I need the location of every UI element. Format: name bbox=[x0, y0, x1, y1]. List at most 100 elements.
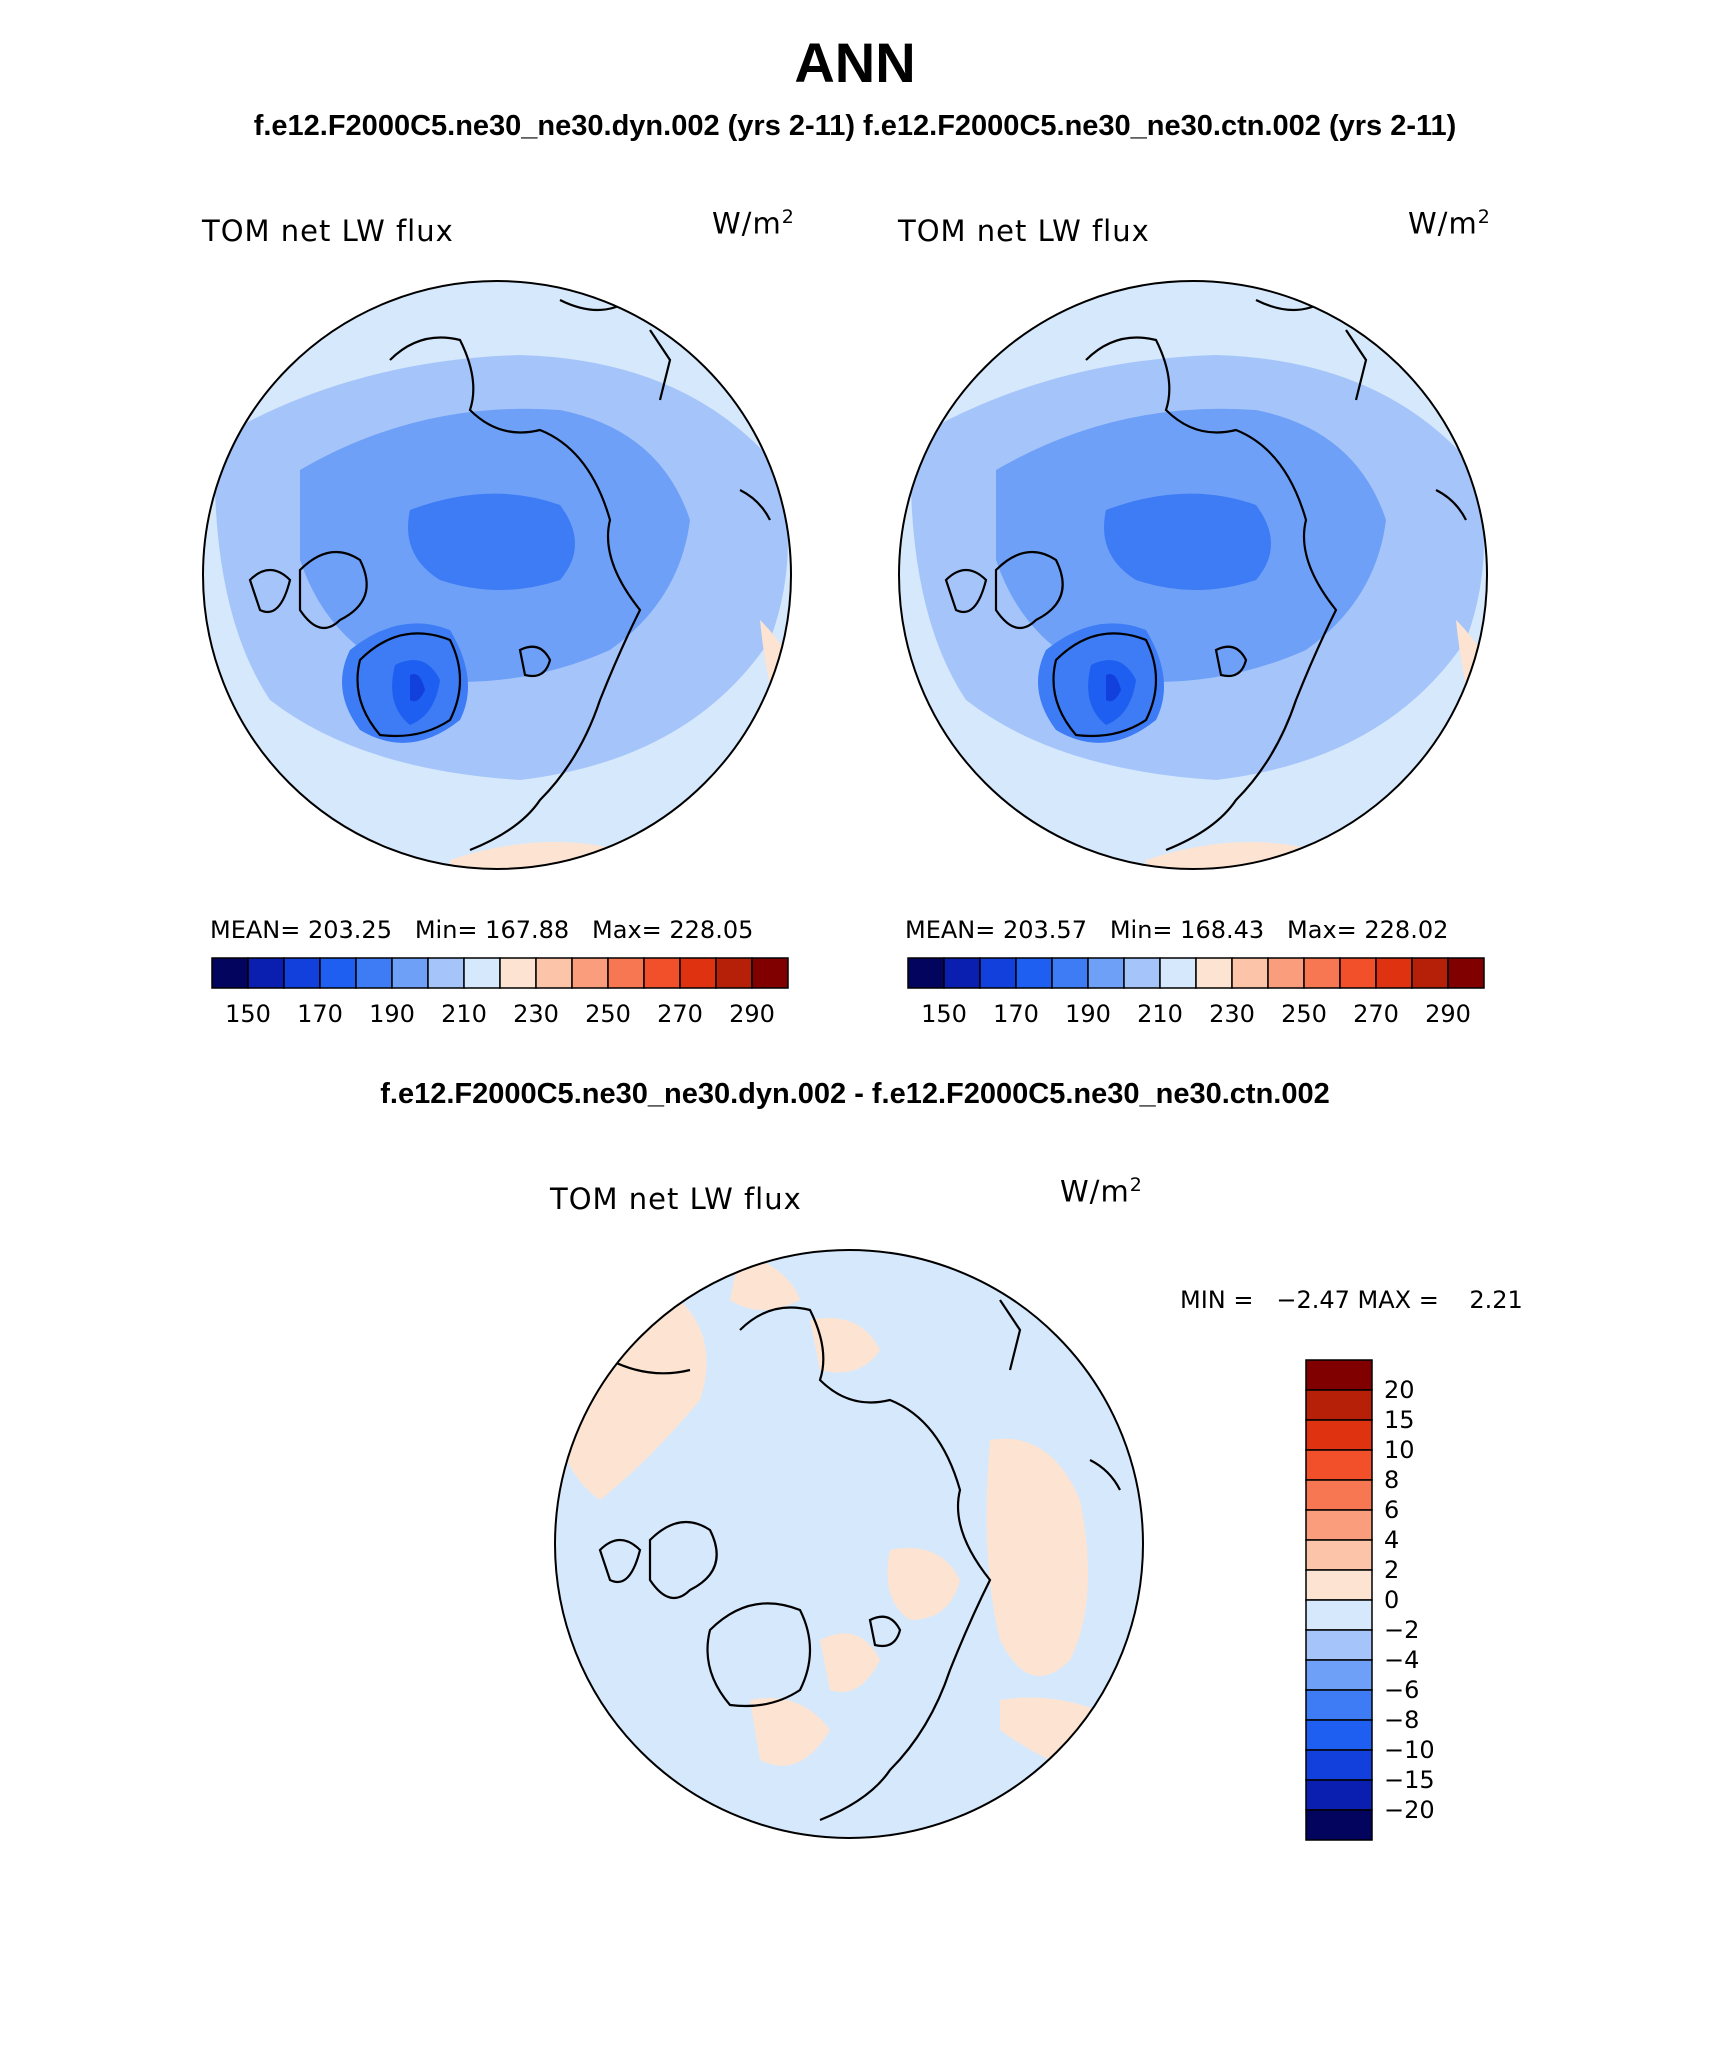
right-variable-label: TOM net LW flux bbox=[898, 214, 1150, 248]
colorbar-tick-label: 250 bbox=[1281, 1000, 1327, 1028]
colorbar-swatch bbox=[1231, 957, 1269, 989]
colorbar-tick-label: −20 bbox=[1384, 1796, 1435, 1824]
colorbar-tick-label: 190 bbox=[1065, 1000, 1111, 1028]
colorbar-swatch bbox=[1305, 1689, 1373, 1721]
colorbar-tick-label: 10 bbox=[1384, 1436, 1415, 1464]
colorbar-tick-label: 150 bbox=[921, 1000, 967, 1028]
colorbar-tick-label: 270 bbox=[1353, 1000, 1399, 1028]
colorbar-tick-label: −2 bbox=[1384, 1616, 1420, 1644]
colorbar-swatch bbox=[283, 957, 321, 989]
difference-polar-map bbox=[555, 1250, 1143, 1838]
colorbar-swatch bbox=[1305, 1719, 1373, 1751]
colorbar-tick-label: −10 bbox=[1384, 1736, 1435, 1764]
colorbar-tick-label: 20 bbox=[1384, 1376, 1415, 1404]
diff-units-label: W/m2 bbox=[1060, 1174, 1143, 1209]
colorbar-swatch bbox=[1305, 1629, 1373, 1661]
right-units-label: W/m2 bbox=[1408, 206, 1491, 241]
colorbar-swatch bbox=[1305, 1809, 1373, 1841]
colorbar-swatch bbox=[463, 957, 501, 989]
colorbar-swatch bbox=[1159, 957, 1197, 989]
colorbar-tick-label: 190 bbox=[369, 1000, 415, 1028]
left-units-label: W/m2 bbox=[712, 206, 795, 241]
difference-map-border bbox=[554, 1249, 1144, 1839]
colorbar-swatch bbox=[1195, 957, 1233, 989]
left-map-border bbox=[202, 280, 792, 870]
colorbar-swatch bbox=[1305, 1479, 1373, 1511]
colorbar-swatch bbox=[1305, 1569, 1373, 1601]
colorbar-tick-label: 170 bbox=[993, 1000, 1039, 1028]
colorbar-tick-label: 150 bbox=[225, 1000, 271, 1028]
diff-stats: MIN = −2.47 MAX = 2.21 bbox=[1180, 1286, 1523, 1314]
colorbar-swatch bbox=[715, 957, 753, 989]
right-stats: MEAN= 203.57 Min= 168.43 Max= 228.02 bbox=[905, 916, 1449, 944]
colorbar-swatch bbox=[1305, 1419, 1373, 1451]
diff-variable-label: TOM net LW flux bbox=[550, 1182, 802, 1216]
colorbar-swatch bbox=[319, 957, 357, 989]
colorbar-tick-label: −4 bbox=[1384, 1646, 1420, 1674]
colorbar-tick-label: −8 bbox=[1384, 1706, 1420, 1734]
colorbar-swatch bbox=[1305, 1359, 1373, 1391]
colorbar-swatch bbox=[979, 957, 1017, 989]
colorbar-swatch bbox=[1015, 957, 1053, 989]
left-colorbar bbox=[211, 957, 789, 989]
colorbar-swatch bbox=[1305, 1539, 1373, 1571]
colorbar-swatch bbox=[1305, 1659, 1373, 1691]
colorbar-swatch bbox=[1305, 1599, 1373, 1631]
colorbar-tick-label: 4 bbox=[1384, 1526, 1400, 1554]
difference-subtitle: f.e12.F2000C5.ne30_ne30.dyn.002 - f.e12.… bbox=[380, 1078, 1330, 1110]
colorbar-swatch bbox=[1447, 957, 1485, 989]
colorbar-tick-label: 290 bbox=[729, 1000, 775, 1028]
colorbar-swatch bbox=[943, 957, 981, 989]
right-map-border bbox=[898, 280, 1488, 870]
colorbar-tick-label: 210 bbox=[441, 1000, 487, 1028]
colorbar-tick-label: 6 bbox=[1384, 1496, 1400, 1524]
colorbar-swatch bbox=[427, 957, 465, 989]
colorbar-swatch bbox=[535, 957, 573, 989]
colorbar-swatch bbox=[211, 957, 249, 989]
colorbar-tick-label: 0 bbox=[1384, 1586, 1400, 1614]
colorbar-swatch bbox=[907, 957, 945, 989]
colorbar-swatch bbox=[1267, 957, 1305, 989]
colorbar-swatch bbox=[355, 957, 393, 989]
difference-coastlines bbox=[598, 1299, 1121, 1822]
colorbar-tick-label: −15 bbox=[1384, 1766, 1435, 1794]
season-title: ANN bbox=[794, 31, 916, 94]
colorbar-tick-label: 250 bbox=[585, 1000, 631, 1028]
colorbar-tick-label: 8 bbox=[1384, 1466, 1400, 1494]
colorbar-swatch bbox=[1305, 1749, 1373, 1781]
colorbar-tick-label: −6 bbox=[1384, 1676, 1420, 1704]
colorbar-swatch bbox=[571, 957, 609, 989]
difference-colorbar bbox=[1305, 1359, 1373, 1841]
colorbar-swatch bbox=[1305, 1449, 1373, 1481]
colorbar-swatch bbox=[247, 957, 285, 989]
colorbar-swatch bbox=[1303, 957, 1341, 989]
colorbar-swatch bbox=[1305, 1389, 1373, 1421]
colorbar-swatch bbox=[679, 957, 717, 989]
colorbar-tick-label: 270 bbox=[657, 1000, 703, 1028]
colorbar-swatch bbox=[1305, 1779, 1373, 1811]
colorbar-swatch bbox=[1375, 957, 1413, 989]
colorbar-tick-label: 15 bbox=[1384, 1406, 1415, 1434]
colorbar-tick-label: 290 bbox=[1425, 1000, 1471, 1028]
colorbar-swatch bbox=[1123, 957, 1161, 989]
right-colorbar bbox=[907, 957, 1485, 989]
left-coastlines bbox=[248, 299, 771, 852]
colorbar-swatch bbox=[1305, 1509, 1373, 1541]
colorbar-swatch bbox=[643, 957, 681, 989]
colorbar-tick-label: 170 bbox=[297, 1000, 343, 1028]
colorbar-swatch bbox=[1087, 957, 1125, 989]
colorbar-swatch bbox=[499, 957, 537, 989]
left-variable-label: TOM net LW flux bbox=[202, 214, 454, 248]
colorbar-tick-label: 230 bbox=[513, 1000, 559, 1028]
colorbar-tick-label: 230 bbox=[1209, 1000, 1255, 1028]
colorbar-tick-label: 210 bbox=[1137, 1000, 1183, 1028]
cases-subtitle: f.e12.F2000C5.ne30_ne30.dyn.002 (yrs 2-1… bbox=[253, 110, 1457, 142]
colorbar-swatch bbox=[751, 957, 789, 989]
colorbar-swatch bbox=[1411, 957, 1449, 989]
left-stats: MEAN= 203.25 Min= 167.88 Max= 228.05 bbox=[210, 916, 754, 944]
colorbar-tick-label: 2 bbox=[1384, 1556, 1400, 1584]
colorbar-swatch bbox=[607, 957, 645, 989]
colorbar-swatch bbox=[391, 957, 429, 989]
colorbar-swatch bbox=[1051, 957, 1089, 989]
